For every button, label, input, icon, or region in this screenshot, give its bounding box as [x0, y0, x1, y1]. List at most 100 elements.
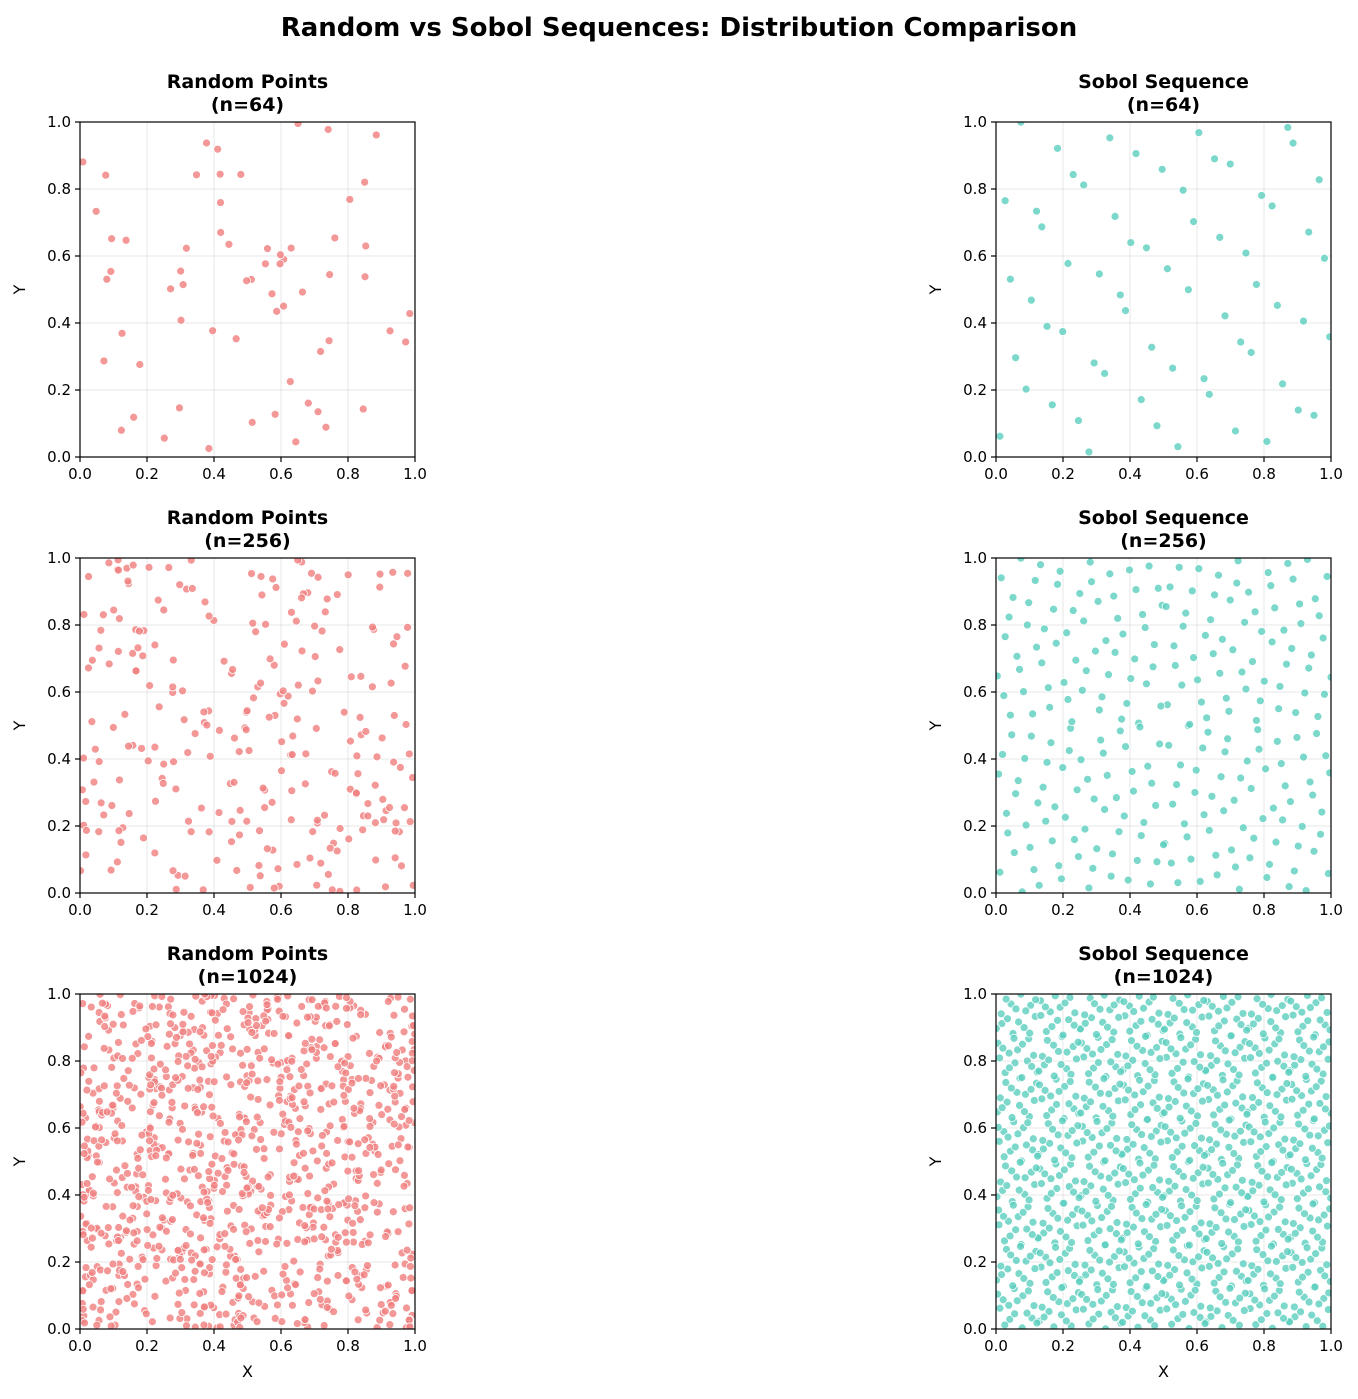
scatter-point: [173, 1245, 183, 1255]
scatter-point: [260, 259, 270, 269]
y-tick-label: 0.2: [963, 381, 987, 399]
scatter-point: [1298, 1105, 1308, 1115]
scatter-point: [189, 1300, 199, 1310]
scatter-point: [1203, 1081, 1213, 1090]
scatter-point: [114, 1297, 124, 1307]
scatter-point: [1317, 807, 1327, 817]
scatter-point: [1046, 1189, 1056, 1198]
scatter-point: [1204, 1261, 1214, 1271]
scatter-point: [316, 347, 325, 356]
scatter-point: [1312, 1316, 1322, 1326]
scatter-point: [275, 250, 285, 260]
scatter-point: [1180, 1212, 1190, 1222]
scatter-point: [273, 994, 283, 1004]
scatter-point: [1254, 1098, 1264, 1107]
scatter-point: [1219, 1016, 1229, 1026]
scatter-point: [369, 1198, 379, 1208]
scatter-point: [270, 1314, 280, 1323]
scatter-point: [282, 1238, 292, 1248]
scatter-point: [1155, 1054, 1165, 1064]
scatter-point: [403, 1072, 413, 1082]
scatter-point: [1234, 1237, 1243, 1247]
scatter-point: [1191, 765, 1201, 775]
scatter-point: [1095, 1004, 1105, 1014]
scatter-point: [1007, 730, 1017, 740]
scatter-point: [157, 994, 167, 1001]
scatter-point: [372, 1178, 382, 1188]
scatter-point: [389, 1010, 399, 1020]
scatter-point: [1068, 170, 1078, 179]
scatter-point: [193, 1108, 202, 1118]
scatter-point: [1293, 841, 1303, 851]
scatter-point: [1304, 1184, 1313, 1194]
scatter-point: [1129, 1007, 1139, 1016]
x-tick-label: 0.4: [202, 901, 226, 919]
scatter-point: [247, 1028, 257, 1037]
scatter-point: [1087, 577, 1096, 587]
scatter-point: [1004, 612, 1014, 622]
scatter-point: [1319, 1042, 1328, 1052]
scatter-point: [1189, 217, 1198, 227]
scatter-point: [1000, 196, 1010, 206]
scatter-point: [166, 284, 175, 294]
scatter-point: [137, 1036, 146, 1045]
scatter-point: [210, 1015, 220, 1025]
scatter-point: [1258, 1250, 1268, 1259]
scatter-point: [1271, 1257, 1281, 1266]
scatter-point: [312, 1156, 322, 1166]
scatter-point: [1226, 1031, 1236, 1041]
scatter-point: [407, 1286, 415, 1295]
x-tick-label: 0.2: [1051, 1337, 1075, 1355]
scatter-point: [1140, 1059, 1150, 1068]
scatter-point: [1176, 760, 1185, 770]
scatter-point: [1323, 869, 1331, 878]
scatter-point: [1034, 880, 1044, 890]
scatter-point: [1197, 1263, 1207, 1273]
scatter-point: [1126, 1287, 1136, 1296]
panel-subtitle: (n=1024): [198, 966, 298, 988]
scatter-point: [1054, 861, 1064, 871]
scatter-point: [390, 1068, 399, 1078]
scatter-point: [1061, 1316, 1071, 1326]
scatter-point: [1304, 227, 1314, 237]
scatter-point: [1113, 1049, 1123, 1059]
scatter-point: [343, 1166, 353, 1176]
scatter-point: [361, 727, 371, 736]
scatter-point: [361, 1305, 371, 1315]
scatter-point: [285, 1190, 294, 1200]
scatter-point: [234, 1205, 244, 1214]
scatter-point: [272, 306, 282, 316]
scatter-point: [249, 693, 258, 703]
scatter-point: [174, 1288, 184, 1298]
y-tick-label: 0.0: [47, 448, 71, 466]
scatter-point: [1198, 1162, 1208, 1172]
scatter-point: [1107, 1202, 1116, 1211]
scatter-point: [1114, 1246, 1124, 1256]
scatter-point: [82, 1179, 92, 1188]
scatter-point: [1099, 1074, 1109, 1083]
scatter-point: [1172, 780, 1181, 789]
scatter-point: [386, 678, 396, 688]
scatter-point: [202, 720, 212, 730]
scatter-point: [1296, 1174, 1306, 1184]
scatter-point: [1217, 1239, 1227, 1248]
x-tick-label: 0.8: [336, 901, 360, 919]
scatter-point: [134, 1192, 144, 1202]
scatter-point: [192, 1138, 202, 1148]
scatter-point: [317, 1141, 327, 1151]
scatter-point: [176, 266, 186, 276]
scatter-point: [293, 680, 303, 690]
scatter-point: [1265, 859, 1274, 869]
scatter-point: [266, 1191, 276, 1200]
scatter-point: [1029, 1050, 1039, 1060]
scatter-point: [1106, 1140, 1115, 1150]
scatter-point: [996, 1093, 1005, 1103]
scatter-point: [1065, 994, 1075, 1002]
scatter-point: [150, 640, 160, 650]
scatter-point: [1045, 702, 1055, 712]
scatter-point: [1001, 1078, 1011, 1087]
scatter-point: [231, 1255, 241, 1264]
scatter-point: [1326, 672, 1331, 682]
scatter-point: [388, 1309, 398, 1319]
scatter-point: [1251, 1236, 1261, 1246]
